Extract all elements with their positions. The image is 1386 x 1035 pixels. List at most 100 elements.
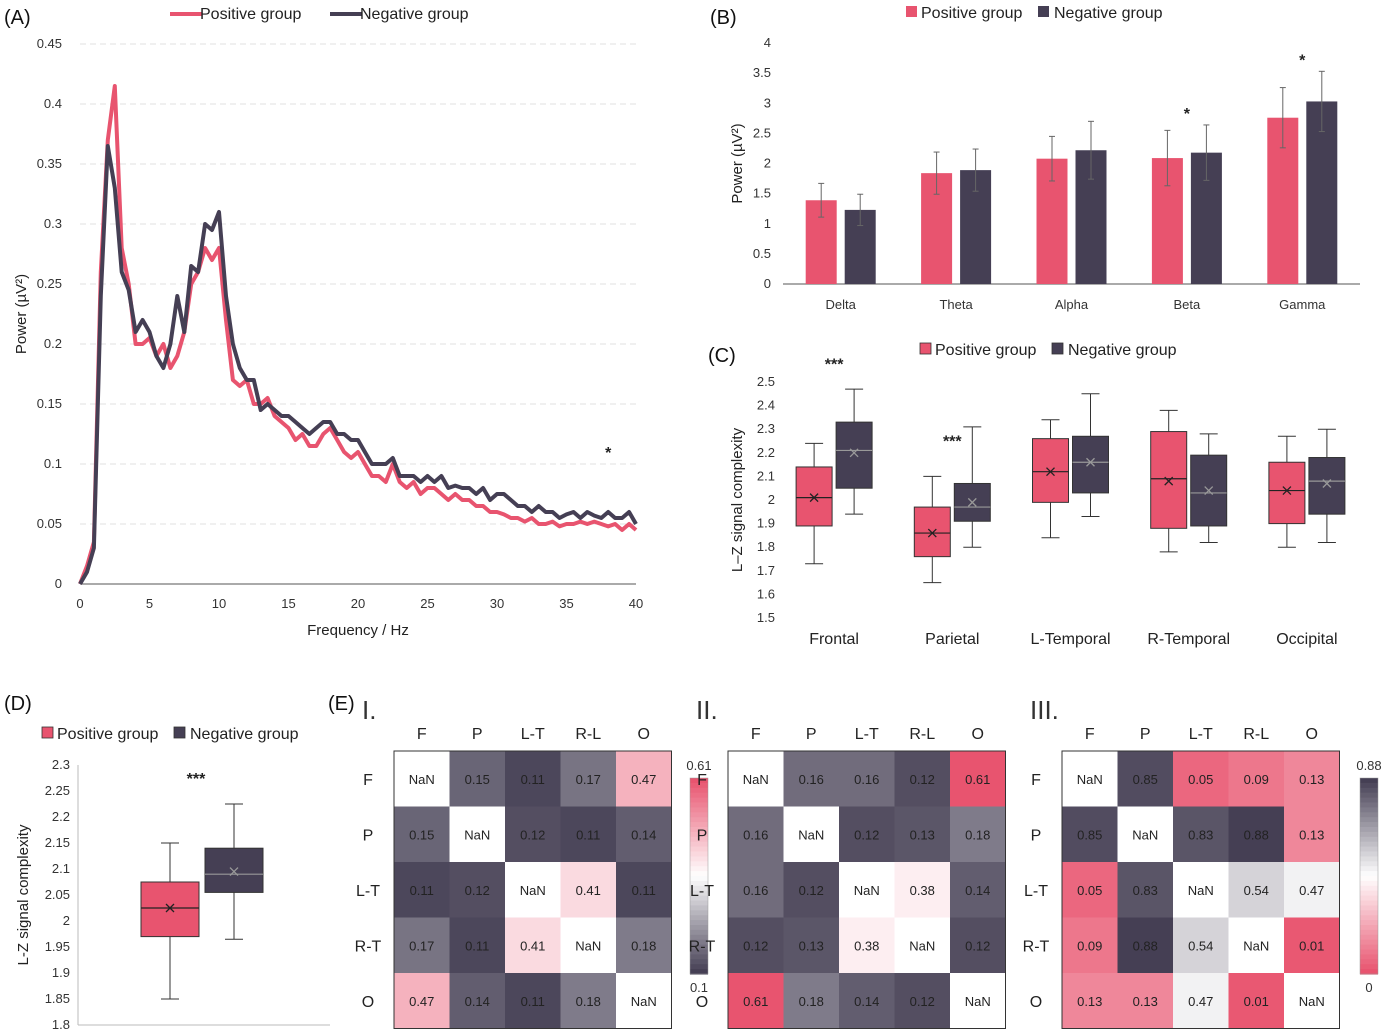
b-y-tick-label: 1 (764, 216, 771, 231)
e1-cell (560, 973, 616, 1029)
e3-colorbar-segment (1360, 851, 1378, 857)
c-positive-parietal-box (913, 506, 951, 558)
e1-cell (560, 806, 616, 862)
e2-row-label: F (697, 772, 707, 789)
e1-colorbar-segment (690, 827, 708, 833)
d-y-tick-label: 2 (63, 913, 70, 928)
e1-cell-value: 0.11 (410, 883, 434, 898)
d-positive-box (140, 881, 200, 938)
e3-cell (1173, 973, 1229, 1029)
e2-cell-value: NaN (909, 938, 935, 953)
e3-cell-value: 0.54 (1188, 938, 1213, 953)
e2-col-label: R-L (909, 726, 935, 743)
b-legend-positive-swatch (906, 6, 917, 17)
c-y-tick-label: 1.8 (757, 539, 775, 554)
e3-cell (1062, 973, 1118, 1029)
e2-cell (728, 751, 784, 807)
e1-colorbar-segment (690, 846, 708, 853)
e1-cell-value: 0.15 (465, 772, 490, 787)
e2-cell-value: NaN (798, 827, 824, 842)
d-positive-mean-marker (165, 903, 175, 913)
e2-cell (728, 917, 784, 973)
e2-cell-value: 0.38 (910, 883, 935, 898)
e2-cell-value: 0.14 (854, 994, 879, 1009)
e1-colorbar-segment (690, 822, 708, 828)
e3-cell-value: 0.54 (1244, 883, 1269, 898)
e3-colorbar-segment (1360, 964, 1378, 970)
e3-colorbar-segment (1360, 846, 1378, 853)
e3-row-label: R-T (1023, 938, 1050, 955)
e1-colorbar-segment (690, 876, 708, 882)
e2-cell-value: 0.18 (799, 994, 824, 1009)
a-legend-negative-label: Negative group (360, 6, 469, 23)
b-legend-negative-label: Negative group (1054, 5, 1163, 22)
e2-cell (783, 917, 839, 973)
c-positive-parietal-mean-marker (927, 528, 937, 538)
e1-cell-value: 0.15 (409, 827, 434, 842)
b-y-tick-label: 0.5 (753, 246, 771, 261)
b-significance-marker: * (1299, 52, 1306, 69)
e3-cell (1284, 751, 1340, 807)
e3-cell (1228, 862, 1284, 918)
e1-cell (505, 862, 561, 918)
panel-label-b: (B) (710, 7, 737, 29)
d-legend-positive-label: Positive group (57, 726, 158, 743)
e1-cell (449, 917, 505, 973)
e2-cell (783, 973, 839, 1029)
c-y-tick-label: 2.1 (757, 468, 775, 483)
e3-cell (1284, 973, 1340, 1029)
e1-cell (560, 751, 616, 807)
c-negative-occipital-mean-marker (1322, 479, 1332, 488)
e3-cell (1173, 862, 1229, 918)
e3-cell-value: 0.47 (1188, 994, 1213, 1009)
e1-cell (449, 862, 505, 918)
e1-cell-value: 0.47 (631, 772, 656, 787)
e1-col-label: F (417, 726, 427, 743)
d-y-tick-label: 2.25 (45, 783, 70, 798)
e1-col-label: P (472, 726, 483, 743)
e1-colorbar-segment (690, 880, 708, 887)
a-y-tick-label: 0.15 (37, 396, 62, 411)
e3-colorbar-segment (1360, 797, 1378, 804)
e3-row-label: P (1031, 827, 1042, 844)
e2-cell (950, 751, 1006, 807)
e3-colorbar-min-label: 0 (1365, 980, 1372, 995)
a-y-tick-label: 0 (55, 576, 62, 591)
d-legend-positive-swatch (41, 726, 54, 739)
c-x-tick-label: Occipital (1276, 631, 1337, 648)
c-y-tick-label: 1.9 (757, 516, 775, 531)
e1-cell-value: 0.14 (465, 994, 490, 1009)
c-legend-negative-swatch (1051, 342, 1064, 355)
c-negative-parietal-mean-marker (967, 497, 977, 507)
e3-colorbar-segment (1360, 822, 1378, 828)
e3-cell-value: 0.09 (1077, 938, 1102, 953)
e3-cell (1228, 917, 1284, 973)
e1-cell (616, 806, 672, 862)
d-y-tick-label: 1.95 (45, 939, 70, 954)
d-negative-box (204, 847, 264, 893)
c-positive-l-temporal-mean-marker (1046, 467, 1055, 477)
e2-cell-value: 0.14 (965, 883, 990, 898)
e3-colorbar-segment (1360, 831, 1378, 838)
e1-cell-value: 0.11 (632, 883, 656, 898)
e1-colorbar-segment (690, 964, 708, 970)
c-x-tick-label: Parietal (925, 631, 979, 648)
b-y-tick-label: 0 (764, 276, 771, 291)
e3-colorbar-segment (1360, 925, 1378, 931)
e3-colorbar-segment (1360, 802, 1378, 808)
e1-cell-value: 0.17 (576, 772, 601, 787)
e3-colorbar-segment (1360, 866, 1378, 872)
e3-cell (1228, 751, 1284, 807)
a-y-tick-label: 0.3 (44, 216, 62, 231)
e1-colorbar-segment (690, 895, 708, 902)
panel-label-d: (D) (4, 693, 32, 715)
c-positive-occipital-mean-marker (1282, 486, 1292, 496)
d-y-tick-label: 1.85 (45, 991, 70, 1006)
e1-colorbar-segment (690, 929, 708, 936)
e1-colorbar-segment (690, 885, 708, 892)
a-y-tick-label: 0.2 (44, 336, 62, 351)
e3-col-label: O (1306, 726, 1318, 743)
e3-colorbar-segment (1360, 871, 1378, 877)
e1-cell (505, 751, 561, 807)
